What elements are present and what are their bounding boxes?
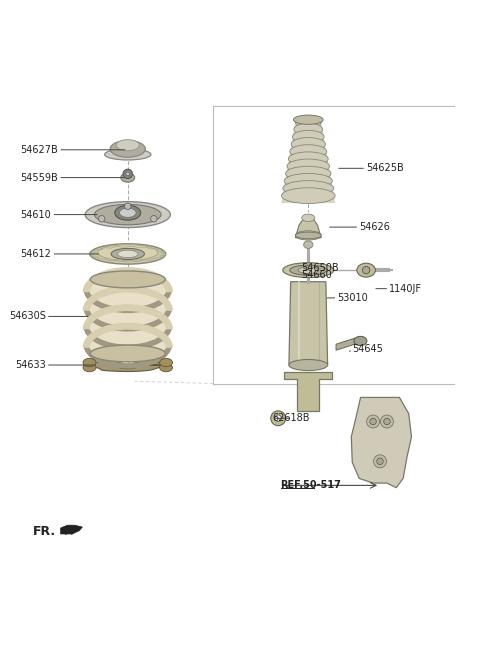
Ellipse shape <box>116 140 139 151</box>
Text: 54626: 54626 <box>359 222 390 232</box>
Circle shape <box>124 203 131 209</box>
Text: 53010: 53010 <box>337 293 368 303</box>
Circle shape <box>123 169 132 178</box>
Text: 54610: 54610 <box>21 210 51 220</box>
Text: 54645: 54645 <box>352 344 383 354</box>
Ellipse shape <box>90 271 165 288</box>
Ellipse shape <box>283 263 334 277</box>
Ellipse shape <box>290 265 327 276</box>
Ellipse shape <box>283 180 334 196</box>
Ellipse shape <box>83 358 96 367</box>
Ellipse shape <box>118 250 138 258</box>
Ellipse shape <box>287 159 330 173</box>
Polygon shape <box>89 279 166 354</box>
Text: 54630S: 54630S <box>9 312 46 321</box>
Circle shape <box>126 172 130 176</box>
Ellipse shape <box>110 140 145 157</box>
Text: 54660: 54660 <box>301 270 332 279</box>
Text: 54627B: 54627B <box>21 145 59 155</box>
Ellipse shape <box>284 173 332 188</box>
Ellipse shape <box>291 138 325 151</box>
Text: 54650B: 54650B <box>301 263 339 273</box>
Ellipse shape <box>304 241 313 249</box>
Circle shape <box>271 411 286 426</box>
Circle shape <box>275 415 281 422</box>
Text: REF.50-517: REF.50-517 <box>280 480 341 491</box>
Text: 54633: 54633 <box>15 360 46 370</box>
Ellipse shape <box>293 115 323 125</box>
Circle shape <box>377 458 383 464</box>
Ellipse shape <box>85 201 170 228</box>
Circle shape <box>362 266 370 274</box>
Ellipse shape <box>302 214 315 222</box>
Text: 54559B: 54559B <box>21 173 59 182</box>
Ellipse shape <box>95 205 161 225</box>
Ellipse shape <box>295 231 321 240</box>
Text: 54612: 54612 <box>21 249 51 259</box>
Polygon shape <box>351 398 411 487</box>
Ellipse shape <box>115 205 141 220</box>
Circle shape <box>370 419 376 424</box>
Polygon shape <box>60 525 83 534</box>
Circle shape <box>373 455 386 468</box>
Ellipse shape <box>111 249 144 260</box>
Ellipse shape <box>120 208 136 217</box>
Circle shape <box>151 216 157 222</box>
Ellipse shape <box>281 188 335 203</box>
Ellipse shape <box>357 263 375 277</box>
Circle shape <box>98 216 105 222</box>
Ellipse shape <box>292 131 324 143</box>
Ellipse shape <box>83 363 96 372</box>
Ellipse shape <box>97 245 158 260</box>
Text: 62618B: 62618B <box>273 413 310 423</box>
Circle shape <box>384 419 390 424</box>
Polygon shape <box>289 281 328 365</box>
Polygon shape <box>336 338 355 350</box>
Polygon shape <box>84 359 164 371</box>
Polygon shape <box>284 372 332 411</box>
Text: FR.: FR. <box>33 525 56 538</box>
Ellipse shape <box>354 337 367 346</box>
Ellipse shape <box>159 363 172 372</box>
Ellipse shape <box>294 123 323 136</box>
Ellipse shape <box>105 149 151 160</box>
Ellipse shape <box>286 166 331 181</box>
Polygon shape <box>295 216 321 237</box>
Circle shape <box>381 415 394 428</box>
Ellipse shape <box>298 267 318 274</box>
Ellipse shape <box>90 345 165 362</box>
Ellipse shape <box>295 116 321 128</box>
Ellipse shape <box>90 244 166 264</box>
Ellipse shape <box>288 152 328 166</box>
Polygon shape <box>281 122 335 203</box>
Ellipse shape <box>159 358 172 367</box>
Ellipse shape <box>290 145 327 158</box>
Ellipse shape <box>295 232 321 239</box>
Text: 54625B: 54625B <box>366 163 404 173</box>
Circle shape <box>367 415 380 428</box>
Ellipse shape <box>289 359 328 371</box>
Ellipse shape <box>121 173 135 182</box>
Text: 1140JF: 1140JF <box>389 283 422 294</box>
